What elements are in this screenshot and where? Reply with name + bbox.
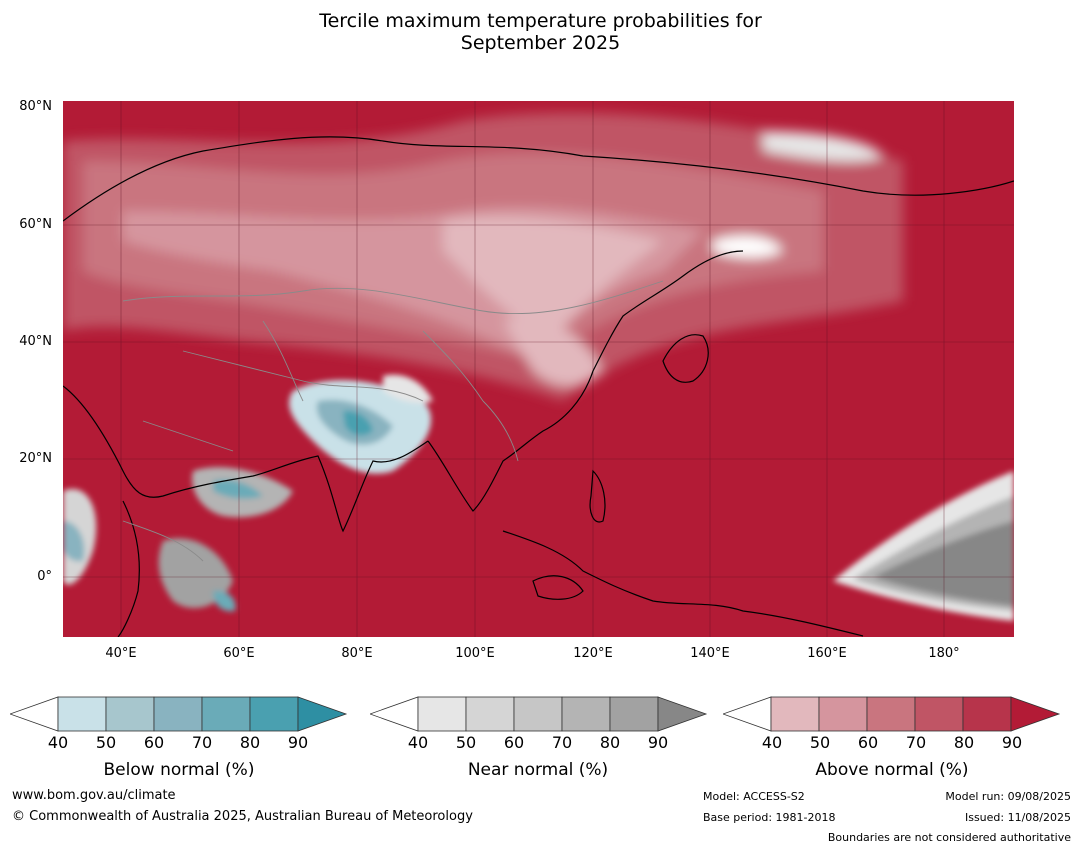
colorbar-near-normal — [368, 696, 710, 736]
near-swatch-2 — [465, 696, 515, 732]
title-line-2: September 2025 — [460, 32, 621, 54]
tick-above-50: 50 — [809, 733, 831, 752]
tick-below-90: 90 — [287, 733, 309, 752]
probability-map — [62, 101, 1015, 638]
below-swatch-under — [8, 696, 59, 732]
tick-below-40: 40 — [47, 733, 69, 752]
lat-label-80n: 80°N — [19, 99, 52, 114]
colorbar-near-label: Near normal (%) — [467, 760, 609, 780]
map-canvas — [62, 101, 1015, 638]
near-swatch-3 — [513, 696, 563, 732]
above-swatch-over — [1010, 696, 1061, 732]
lat-label-40n: 40°N — [19, 334, 52, 349]
colorbar-above-normal — [721, 696, 1063, 736]
colorbar-below-label: Below normal (%) — [103, 760, 255, 780]
lat-label-20n: 20°N — [19, 451, 52, 466]
above-swatch-4 — [914, 696, 964, 732]
title-line-1: Tercile maximum temperature probabilitie… — [319, 10, 762, 32]
above-swatch-5 — [962, 696, 1012, 732]
below-swatch-over — [297, 696, 348, 732]
colorbar-above-label: Above normal (%) — [815, 760, 969, 780]
above-swatch-under — [721, 696, 772, 732]
below-swatch-4 — [201, 696, 251, 732]
copyright-text: © Commonwealth of Australia 2025, Austra… — [12, 809, 473, 824]
below-swatch-1 — [57, 696, 107, 732]
south-asia-zones — [289, 374, 433, 474]
above-swatch-2 — [818, 696, 868, 732]
lon-label-160e: 160°E — [807, 646, 847, 661]
tick-near-40: 40 — [407, 733, 429, 752]
lon-label-180: 180° — [928, 646, 960, 661]
website-link[interactable]: www.bom.gov.au/climate — [12, 788, 176, 803]
map-title: Tercile maximum temperature probabilitie… — [0, 10, 1081, 54]
lat-label-60n: 60°N — [19, 217, 52, 232]
tick-near-70: 70 — [551, 733, 573, 752]
tick-below-60: 60 — [143, 733, 165, 752]
near-swatch-1 — [417, 696, 467, 732]
tick-below-70: 70 — [191, 733, 213, 752]
above-normal-light-zones — [63, 113, 903, 401]
colorbar-near-swatches — [368, 696, 708, 732]
lon-label-60e: 60°E — [223, 646, 255, 661]
tick-above-60: 60 — [857, 733, 879, 752]
below-swatch-3 — [153, 696, 203, 732]
below-swatch-5 — [249, 696, 299, 732]
near-swatch-4 — [561, 696, 611, 732]
colorbar-above-swatches — [721, 696, 1061, 732]
tick-near-90: 90 — [647, 733, 669, 752]
pacific-zones — [833, 471, 1014, 621]
graticule — [63, 101, 1014, 637]
colorbar-below-normal — [8, 696, 350, 736]
base-period-text: Base period: 1981-2018 — [703, 811, 836, 824]
tick-above-40: 40 — [761, 733, 783, 752]
above-swatch-1 — [770, 696, 820, 732]
tick-below-50: 50 — [95, 733, 117, 752]
lon-label-120e: 120°E — [573, 646, 613, 661]
model-text: Model: ACCESS-S2 — [703, 790, 805, 803]
tick-above-90: 90 — [1001, 733, 1023, 752]
disclaimer-text: Boundaries are not considered authoritat… — [827, 831, 1071, 844]
near-swatch-over — [657, 696, 708, 732]
near-swatch-5 — [609, 696, 659, 732]
tick-near-50: 50 — [455, 733, 477, 752]
lon-label-100e: 100°E — [455, 646, 495, 661]
near-swatch-under — [368, 696, 419, 732]
country-borders — [122, 280, 664, 562]
tick-above-80: 80 — [953, 733, 975, 752]
below-swatch-2 — [105, 696, 155, 732]
issued-text: Issued: 11/08/2025 — [964, 811, 1071, 824]
lon-label-80e: 80°E — [341, 646, 373, 661]
model-run-text: Model run: 09/08/2025 — [945, 790, 1071, 803]
tick-near-80: 80 — [599, 733, 621, 752]
above-swatch-3 — [866, 696, 916, 732]
coastlines — [62, 136, 1015, 638]
lat-label-0: 0° — [37, 569, 52, 584]
lon-label-40e: 40°E — [105, 646, 137, 661]
tick-above-70: 70 — [905, 733, 927, 752]
lon-label-140e: 140°E — [690, 646, 730, 661]
colorbar-below-swatches — [8, 696, 348, 732]
arabian-sea-zones — [63, 467, 293, 612]
tick-below-80: 80 — [239, 733, 261, 752]
tick-near-60: 60 — [503, 733, 525, 752]
